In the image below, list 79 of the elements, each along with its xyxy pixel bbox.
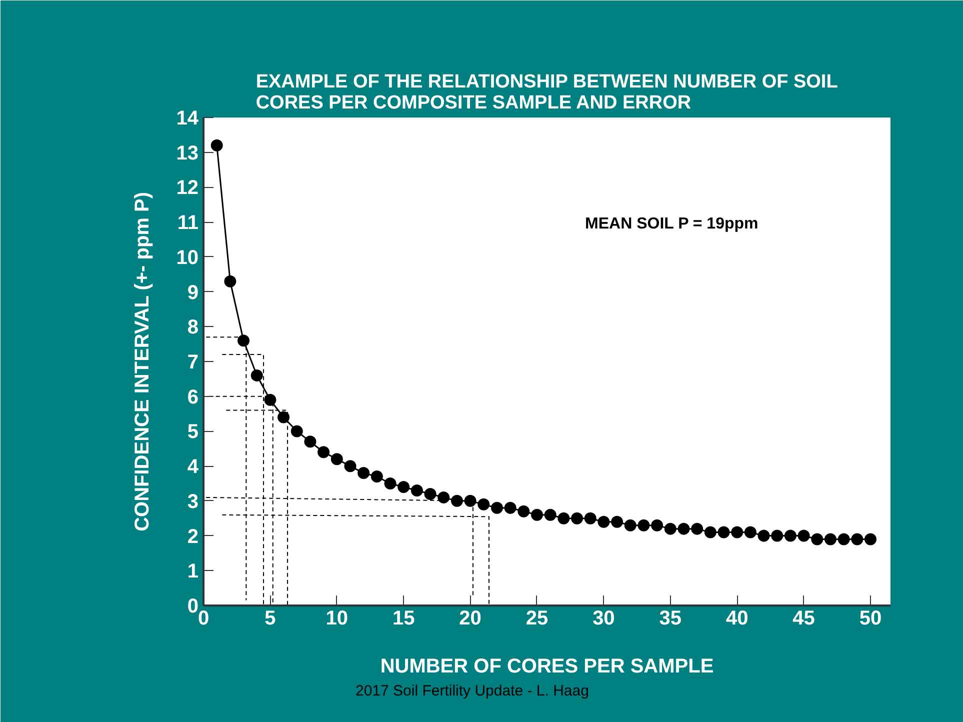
point: [318, 446, 330, 458]
x-tick-label: 15: [392, 608, 415, 630]
y-tick-label: 2: [187, 526, 198, 548]
x-tick-label: 45: [792, 608, 815, 630]
point: [384, 478, 396, 490]
chart-title: EXAMPLE OF THE RELATIONSHIP BETWEEN NUMBER OF SOIL CORES PER COMPOSITE SAMPLE AND ERROR: [256, 72, 838, 114]
point: [278, 411, 290, 424]
y-tick-label: 10: [176, 246, 199, 269]
point: [824, 533, 836, 546]
point: [544, 508, 556, 521]
point: [238, 334, 250, 347]
y-tick-label: 13: [176, 142, 199, 164]
point: [464, 494, 476, 507]
x-axis-title: NUMBER OF CORES PER SAMPLE: [380, 656, 714, 678]
y-tick-label: 14: [176, 108, 200, 130]
point: [584, 512, 596, 524]
y-tick-label: 7: [187, 352, 198, 374]
point: [691, 522, 704, 535]
x-tick-label: 20: [459, 608, 482, 630]
point: [370, 470, 383, 483]
y-tick-label: 4: [187, 456, 200, 478]
point: [210, 139, 223, 152]
point: [264, 394, 276, 406]
point: [731, 526, 744, 538]
x-tick-label: 35: [659, 608, 682, 630]
y-tick-label: 3: [187, 490, 198, 513]
point: [518, 505, 530, 518]
point: [250, 369, 263, 382]
point: [598, 516, 610, 528]
point: [718, 526, 730, 538]
point: [811, 533, 824, 546]
y-tick-label: 6: [187, 386, 198, 408]
point: [450, 494, 463, 507]
point: [664, 522, 676, 535]
point: [330, 453, 343, 466]
point: [744, 526, 756, 538]
x-tick-label: 5: [264, 608, 276, 630]
point: [410, 484, 423, 496]
y-tick-label: 12: [176, 177, 199, 200]
point: [798, 530, 810, 542]
x-tick-label: 25: [526, 608, 548, 630]
point: [490, 502, 503, 514]
point: [624, 519, 636, 532]
point: [424, 488, 436, 500]
point: [304, 436, 316, 448]
point: [611, 516, 624, 528]
point: [530, 508, 543, 521]
y-tick-label: 8: [187, 316, 198, 339]
point: [344, 460, 356, 472]
point: [438, 491, 450, 504]
point: [290, 425, 303, 438]
y-tick-label: 11: [177, 212, 199, 234]
point: [771, 530, 784, 542]
point: [678, 522, 690, 535]
y-tick-label: 9: [187, 282, 198, 304]
point: [224, 275, 236, 288]
x-tick-label: 50: [859, 608, 882, 630]
point: [784, 530, 796, 542]
x-tick-label: 10: [326, 608, 348, 630]
point: [864, 533, 876, 546]
text: 2017 Soil Fertility Update - L. Haag: [356, 682, 589, 700]
y-axis-title: CONFIDENCE INTERVAL (+- ppm P): [131, 192, 154, 532]
point: [758, 530, 770, 542]
point: [704, 526, 716, 538]
point: [651, 519, 664, 532]
x-tick-label: 40: [726, 608, 748, 630]
point: [358, 467, 370, 480]
point: [638, 519, 650, 532]
point: [504, 502, 516, 514]
point: [478, 498, 490, 510]
x-tick-label: 30: [592, 608, 615, 630]
point: [558, 512, 570, 524]
point: [838, 533, 850, 546]
y-tick-label: 5: [187, 421, 198, 444]
point: [571, 512, 584, 524]
y-tick-label: 1: [187, 560, 198, 583]
point: [851, 533, 864, 546]
annotation: MEAN SOIL P = 19ppm: [585, 216, 758, 233]
point: [398, 480, 410, 493]
